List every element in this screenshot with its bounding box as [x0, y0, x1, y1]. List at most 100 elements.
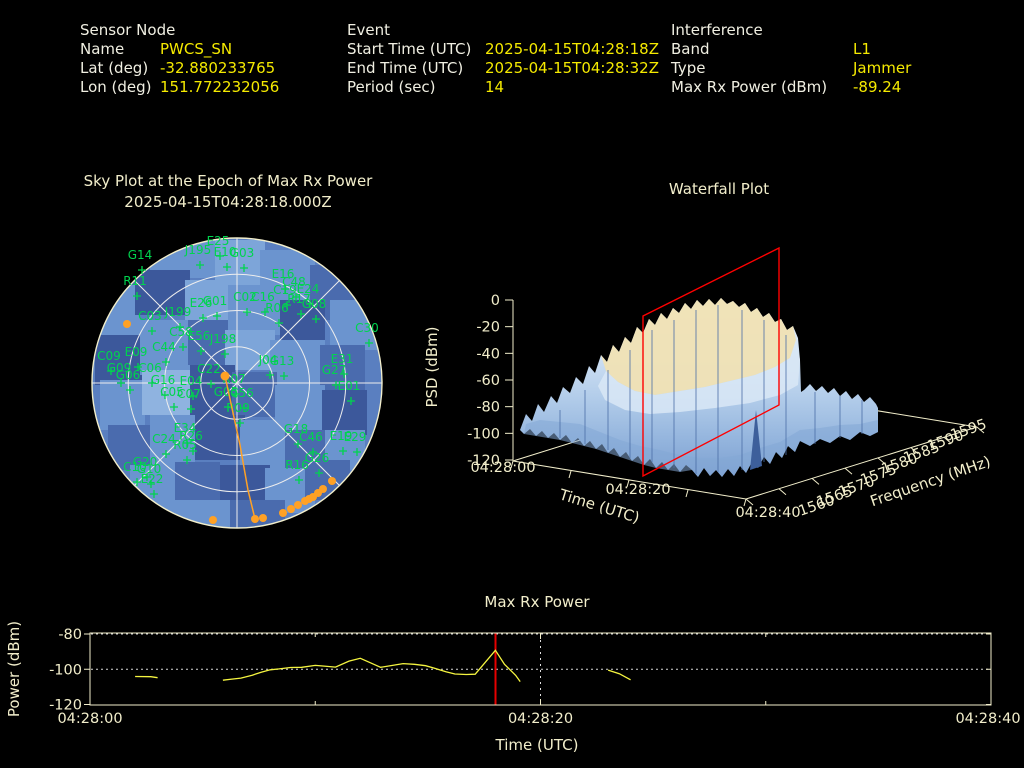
power-chart-yaxis-label: Power (dBm)	[5, 621, 23, 717]
satellite-label-J195: J195	[184, 243, 211, 257]
satellite-label-E01: E01	[338, 379, 361, 393]
satellite-marker-C02	[243, 308, 251, 316]
power-ytick-label: -80	[58, 627, 82, 643]
satellite-label-E10: E10	[214, 245, 237, 259]
satellite-label-G08: G08	[302, 297, 327, 311]
psd-tick-label: -100	[467, 426, 500, 442]
satellite-marker-C03	[148, 327, 156, 335]
satellite-marker-C09	[107, 367, 115, 375]
satellite-marker-C22	[207, 380, 215, 388]
satellite-marker-R26	[189, 447, 197, 455]
event-end-value: 2025-04-15T04:28:32Z	[485, 59, 659, 77]
power-series-segment	[607, 669, 631, 681]
sky-plot-title: Sky Plot at the Epoch of Max Rx Power	[83, 172, 373, 190]
jammer-position-dot	[220, 371, 230, 381]
satellite-label-J199: J199	[164, 305, 191, 319]
jammer-track-dot	[251, 515, 259, 523]
psd-tick-label: -40	[476, 346, 500, 362]
satellite-marker-E25	[216, 252, 224, 260]
satellite-label-R16: R16	[285, 458, 309, 472]
jammer-track-dot	[319, 485, 327, 493]
satellite-label-C10: C10	[123, 460, 147, 474]
interference-band-label: Band	[671, 40, 710, 58]
satellite-marker-G14	[138, 266, 146, 274]
sensor-lat-label: Lat (deg)	[80, 59, 149, 77]
satellite-marker-C24	[162, 450, 170, 458]
satellite-marker-C48	[292, 293, 300, 301]
satellite-marker-G18	[294, 440, 302, 448]
satellite-marker-C16	[261, 308, 269, 316]
satellite-marker-R06	[275, 319, 283, 327]
satellite-label-C48: C48	[282, 275, 306, 289]
satellite-label-G27: G27	[322, 363, 347, 377]
satellite-label-C19: C19	[273, 283, 297, 297]
satellite-marker-J199	[176, 323, 184, 331]
satellite-marker-G03	[240, 264, 248, 272]
satellite-marker-E22	[150, 490, 158, 498]
psd-tick-label: -120	[467, 453, 500, 469]
satellite-marker-C46	[309, 448, 317, 456]
satellite-label-E34: E34	[174, 421, 197, 435]
satellite-label-G14: G14	[128, 248, 153, 262]
satellite-marker-J195	[196, 261, 204, 269]
satellite-marker-G06	[126, 386, 134, 394]
power-series-segment	[222, 649, 521, 682]
satellite-label-C06: C06	[138, 361, 162, 375]
satellite-label-C07: C07	[177, 387, 201, 401]
satellite-marker-E16	[281, 285, 289, 293]
satellite-marker-G09	[117, 379, 125, 387]
satellite-marker-R07	[232, 390, 240, 398]
interference-type-label: Type	[671, 59, 706, 77]
max-power-epoch-plane	[642, 246, 780, 478]
power-chart-xaxis-label: Time (UTC)	[495, 736, 579, 754]
sensor-name-label: Name	[80, 40, 125, 58]
satellite-label-G13: G13	[270, 354, 295, 368]
jammer-track-layer	[123, 320, 336, 524]
event-period-value: 14	[485, 78, 505, 96]
satellite-marker-E31	[340, 370, 348, 378]
psd-tick-label: -20	[476, 320, 500, 336]
sensor-lon-label: Lon (deg)	[80, 78, 152, 96]
satellite-label-C16: C16	[251, 290, 275, 304]
satellite-label-C03: C03	[138, 309, 162, 323]
waterfall-plot-title: Waterfall Plot	[668, 180, 770, 198]
satellite-marker-R09	[236, 419, 244, 427]
satellite-label-E16: E16	[272, 267, 295, 281]
satellite-label-R26: R26	[179, 429, 203, 443]
jammer-track-dot	[209, 516, 217, 524]
waterfall-time-tick-label: 04:28:00	[470, 460, 535, 476]
event-start-label: Start Time (UTC)	[347, 40, 472, 58]
satellite-label-C05: C05	[160, 385, 184, 399]
power-xtick-label: 04:28:40	[955, 711, 1020, 727]
satellite-label-E22: E22	[141, 472, 164, 486]
satellite-label-E09: E09	[125, 345, 148, 359]
satellite-label-C22: C22	[197, 362, 221, 376]
jammer-bearing-line	[224, 375, 256, 520]
satellite-marker-G20	[143, 473, 151, 481]
sky-plot-subtitle: 2025-04-15T04:28:18.000Z	[124, 193, 332, 211]
satellite-label-C30: C30	[355, 321, 379, 335]
psd-tick-label: -60	[476, 373, 500, 389]
psd-tick-label: -80	[476, 400, 500, 416]
satellite-marker-G16	[161, 391, 169, 399]
power-chart-ticks	[84, 633, 992, 705]
power-xtick-label: 04:28:00	[57, 711, 122, 727]
satellite-label-E31: E31	[331, 352, 354, 366]
satellite-marker-G26	[315, 469, 323, 477]
power-ytick-label: -120	[49, 698, 82, 714]
satellite-label-G16: G16	[151, 373, 176, 387]
jammer-track-dot	[259, 514, 267, 522]
satellite-marker-J04	[266, 371, 274, 379]
satellite-marker-G10	[147, 480, 155, 488]
satellite-marker-G27	[332, 381, 340, 389]
satellite-marker-C19	[283, 301, 291, 309]
jammer-track-dot	[328, 477, 336, 485]
satellite-label-R05: R05	[173, 438, 197, 452]
satellite-label-G09: G09	[107, 361, 132, 375]
satellite-label-G05: G05	[214, 385, 239, 399]
